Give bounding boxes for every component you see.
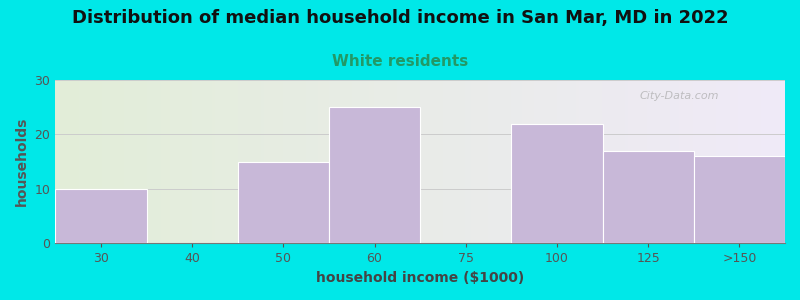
Bar bbox=[511, 124, 602, 243]
Text: Distribution of median household income in San Mar, MD in 2022: Distribution of median household income … bbox=[72, 9, 728, 27]
Y-axis label: households: households bbox=[15, 117, 29, 206]
Text: City-Data.com: City-Data.com bbox=[639, 92, 718, 101]
Bar bbox=[55, 189, 146, 243]
Bar bbox=[238, 162, 329, 243]
X-axis label: household income ($1000): household income ($1000) bbox=[316, 271, 524, 285]
Bar bbox=[602, 151, 694, 243]
Bar bbox=[694, 156, 785, 243]
Text: White residents: White residents bbox=[332, 54, 468, 69]
Bar bbox=[329, 107, 420, 243]
